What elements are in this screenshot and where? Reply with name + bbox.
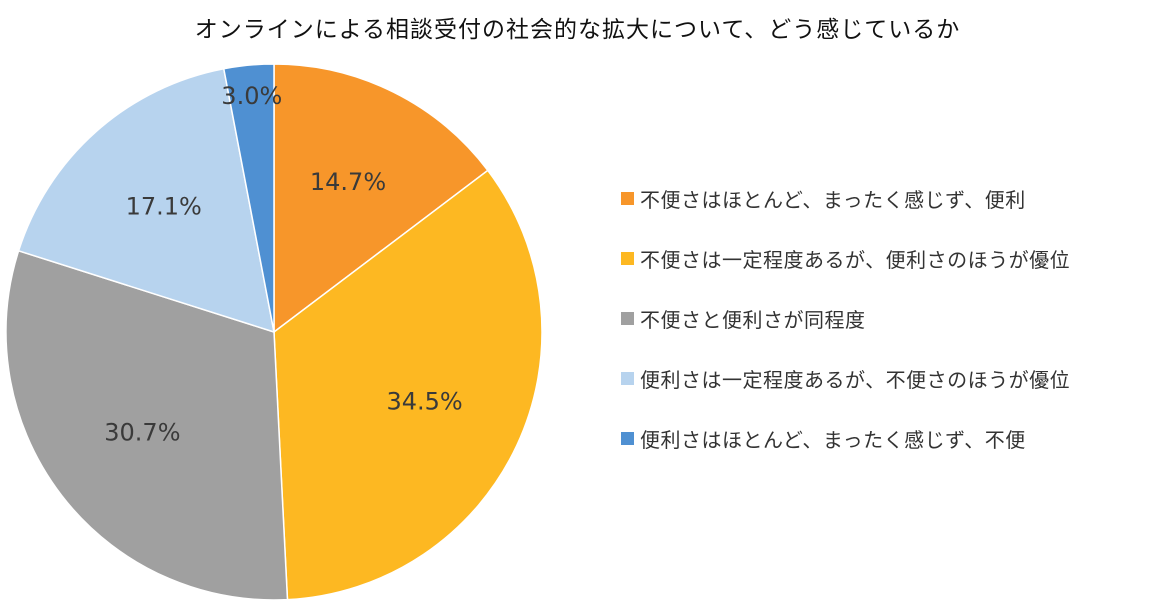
legend-label: 便利さは一定程度あるが、不便さのほうが優位	[640, 367, 1071, 392]
pie-slice	[273, 63, 489, 334]
pie-data-label: 14.7%	[310, 168, 386, 196]
legend-item: 不便さはほとんど、まったく感じず、便利	[621, 183, 1141, 213]
legend-label: 不便さは一定程度あるが、便利さのほうが優位	[640, 247, 1071, 272]
pie-slice	[17, 67, 275, 334]
pie-data-labels: 14.7% 34.5% 30.7% 17.1% 3.0%	[104, 82, 462, 446]
legend-swatch	[621, 251, 634, 265]
pie-slice	[273, 169, 543, 601]
legend-item: 不便さと便利さが同程度	[621, 303, 1141, 333]
legend-swatch	[621, 191, 634, 205]
legend-swatch	[621, 311, 634, 325]
legend-item: 不便さは一定程度あるが、便利さのほうが優位	[621, 243, 1141, 273]
pie-data-label: 30.7%	[104, 418, 180, 446]
legend-swatch	[621, 431, 634, 445]
legend: 不便さはほとんど、まったく感じず、便利 不便さは一定程度あるが、便利さのほうが優…	[621, 183, 1141, 483]
legend-label: 不便さはほとんど、まったく感じず、便利	[640, 187, 1026, 212]
legend-swatch	[621, 371, 634, 385]
pie-slice	[5, 249, 289, 601]
pie-data-label: 34.5%	[386, 387, 462, 415]
legend-label: 便利さはほとんど、まったく感じず、不便	[640, 427, 1026, 452]
legend-item: 便利さは一定程度あるが、不便さのほうが優位	[621, 363, 1141, 393]
chart-title: オンラインによる相談受付の社会的な拡大について、どう感じているか	[194, 17, 961, 43]
pie-data-label: 3.0%	[221, 82, 282, 110]
legend-item: 便利さはほとんど、まったく感じず、不便	[621, 423, 1141, 453]
legend-label: 不便さと便利さが同程度	[640, 307, 866, 332]
pie-slice	[222, 63, 275, 333]
pie-data-label: 17.1%	[126, 193, 202, 221]
pie-slices	[5, 63, 543, 601]
